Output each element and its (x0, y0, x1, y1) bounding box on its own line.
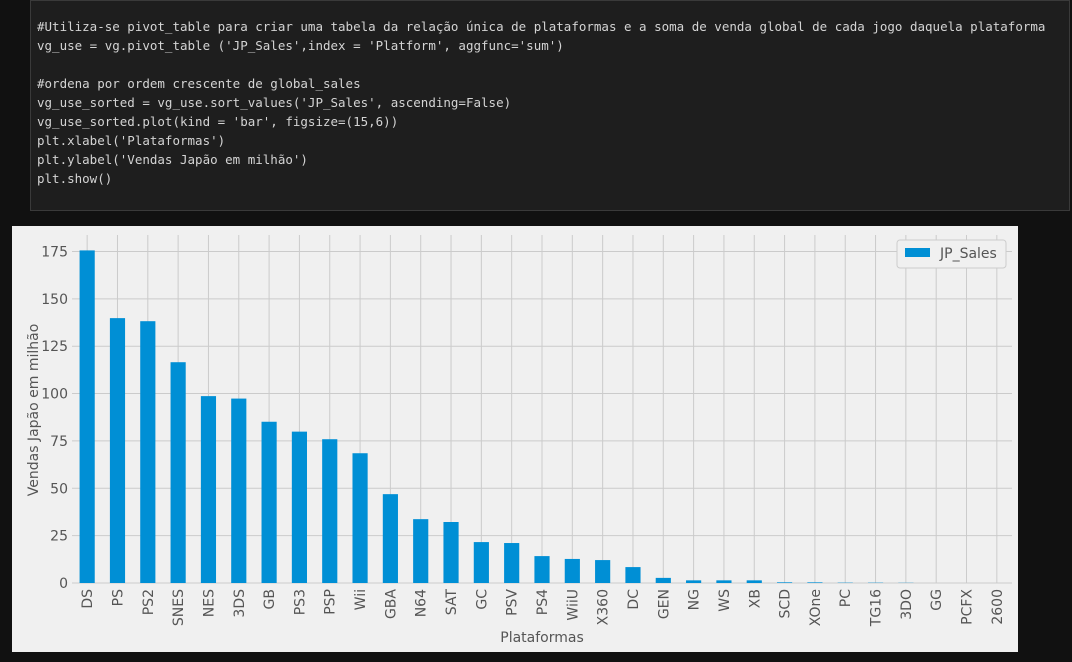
bar (261, 421, 277, 583)
code-block: #ordena por ordem crescente de global_sa… (37, 74, 1069, 188)
bar (595, 560, 611, 583)
x-tick-label: N64 (414, 589, 430, 617)
x-tick-label: PSV (505, 589, 521, 616)
y-tick-label: 100 (41, 387, 68, 403)
bar (807, 582, 823, 583)
x-tick-label: DS (80, 589, 96, 609)
code-line: #Utiliza-se pivot_table para criar uma t… (37, 19, 1046, 34)
x-tick-label: NES (201, 589, 217, 617)
y-axis-label: Vendas Japão em milhão (26, 324, 42, 497)
bar (473, 542, 489, 583)
code-line: vg_use = vg.pivot_table ('JP_Sales',inde… (37, 38, 564, 53)
bar (716, 580, 732, 583)
chart: 0 25 50 75 100 125 150 175 DS PS PS2 SNES NES 3DS GB PS… (12, 226, 1018, 652)
bar (686, 580, 702, 583)
x-tick-label: GC (474, 589, 490, 610)
x-tick-label: SNES (171, 589, 187, 626)
x-tick-label: PS (110, 589, 126, 606)
x-tick-label: PS3 (292, 589, 308, 615)
y-tick-label: 75 (50, 434, 68, 450)
x-tick-label: DC (626, 589, 642, 610)
x-tick-label: PC (838, 589, 854, 607)
x-tick-label: GB (262, 589, 278, 609)
y-tick-label: 50 (50, 481, 68, 497)
legend-swatch (905, 248, 930, 257)
code-block: #Utiliza-se pivot_table para criar uma t… (37, 17, 1069, 55)
x-tick-label: NG (687, 589, 703, 610)
x-tick-label: XB (747, 589, 763, 608)
code-line: plt.xlabel('Plataformas') (37, 133, 226, 148)
bar (231, 398, 247, 583)
x-tick-label: TG16 (869, 589, 885, 627)
bar (625, 567, 641, 583)
y-tick-label: 0 (59, 576, 68, 592)
code-line: vg_use_sorted.plot(kind = 'bar', figsize… (37, 114, 399, 129)
y-tick-label: 125 (41, 339, 68, 355)
x-tick-label: 3DS (232, 589, 248, 618)
x-tick-label: SCD (778, 589, 794, 618)
bar (564, 558, 580, 583)
bar (534, 556, 550, 583)
code-line: plt.ylabel('Vendas Japão em milhão') (37, 152, 308, 167)
bar (504, 543, 520, 583)
y-tick-label: 150 (41, 292, 68, 308)
x-tick-label: GEN (656, 589, 672, 619)
chart-background (12, 226, 1018, 652)
x-tick-label: 3DO (899, 589, 915, 620)
code-cell[interactable]: #Utiliza-se pivot_table para criar uma t… (30, 0, 1070, 211)
code-line: plt.show() (37, 171, 113, 186)
bar (413, 519, 429, 583)
bar (382, 494, 398, 583)
x-tick-label: XOne (808, 589, 824, 626)
legend-box (896, 239, 1007, 269)
x-tick-label: WS (717, 589, 733, 612)
x-tick-label: SAT (444, 589, 460, 616)
x-tick-label: X360 (596, 589, 612, 625)
bar (109, 318, 126, 583)
y-tick-label: 25 (50, 529, 68, 545)
bar (777, 582, 793, 583)
bar (352, 453, 368, 583)
bar (746, 580, 762, 583)
bar (79, 250, 95, 583)
x-axis-label: Plataformas (500, 630, 584, 646)
y-tick-label: 175 (41, 244, 68, 260)
x-tick-label: GG (929, 589, 945, 611)
bar (322, 439, 338, 583)
bar (140, 321, 156, 583)
bar (200, 396, 217, 583)
bar (443, 522, 459, 583)
x-tick-label: PS2 (141, 589, 157, 615)
x-tick-label: WiiU (565, 589, 581, 621)
x-tick-label: GBA (383, 589, 399, 619)
x-tick-label: PS4 (535, 589, 551, 615)
x-tick-label: PCFX (960, 589, 976, 625)
bar (291, 431, 307, 583)
code-line: #ordena por ordem crescente de global_sa… (37, 76, 361, 91)
x-tick-label: PSP (323, 589, 339, 615)
x-tick-label: 2600 (990, 589, 1006, 625)
legend-label: JP_Sales (939, 246, 997, 262)
x-tick-label: Wii (353, 589, 369, 610)
bar (655, 577, 671, 583)
code-line: vg_use_sorted = vg_use.sort_values('JP_S… (37, 95, 512, 110)
bar (170, 362, 186, 583)
